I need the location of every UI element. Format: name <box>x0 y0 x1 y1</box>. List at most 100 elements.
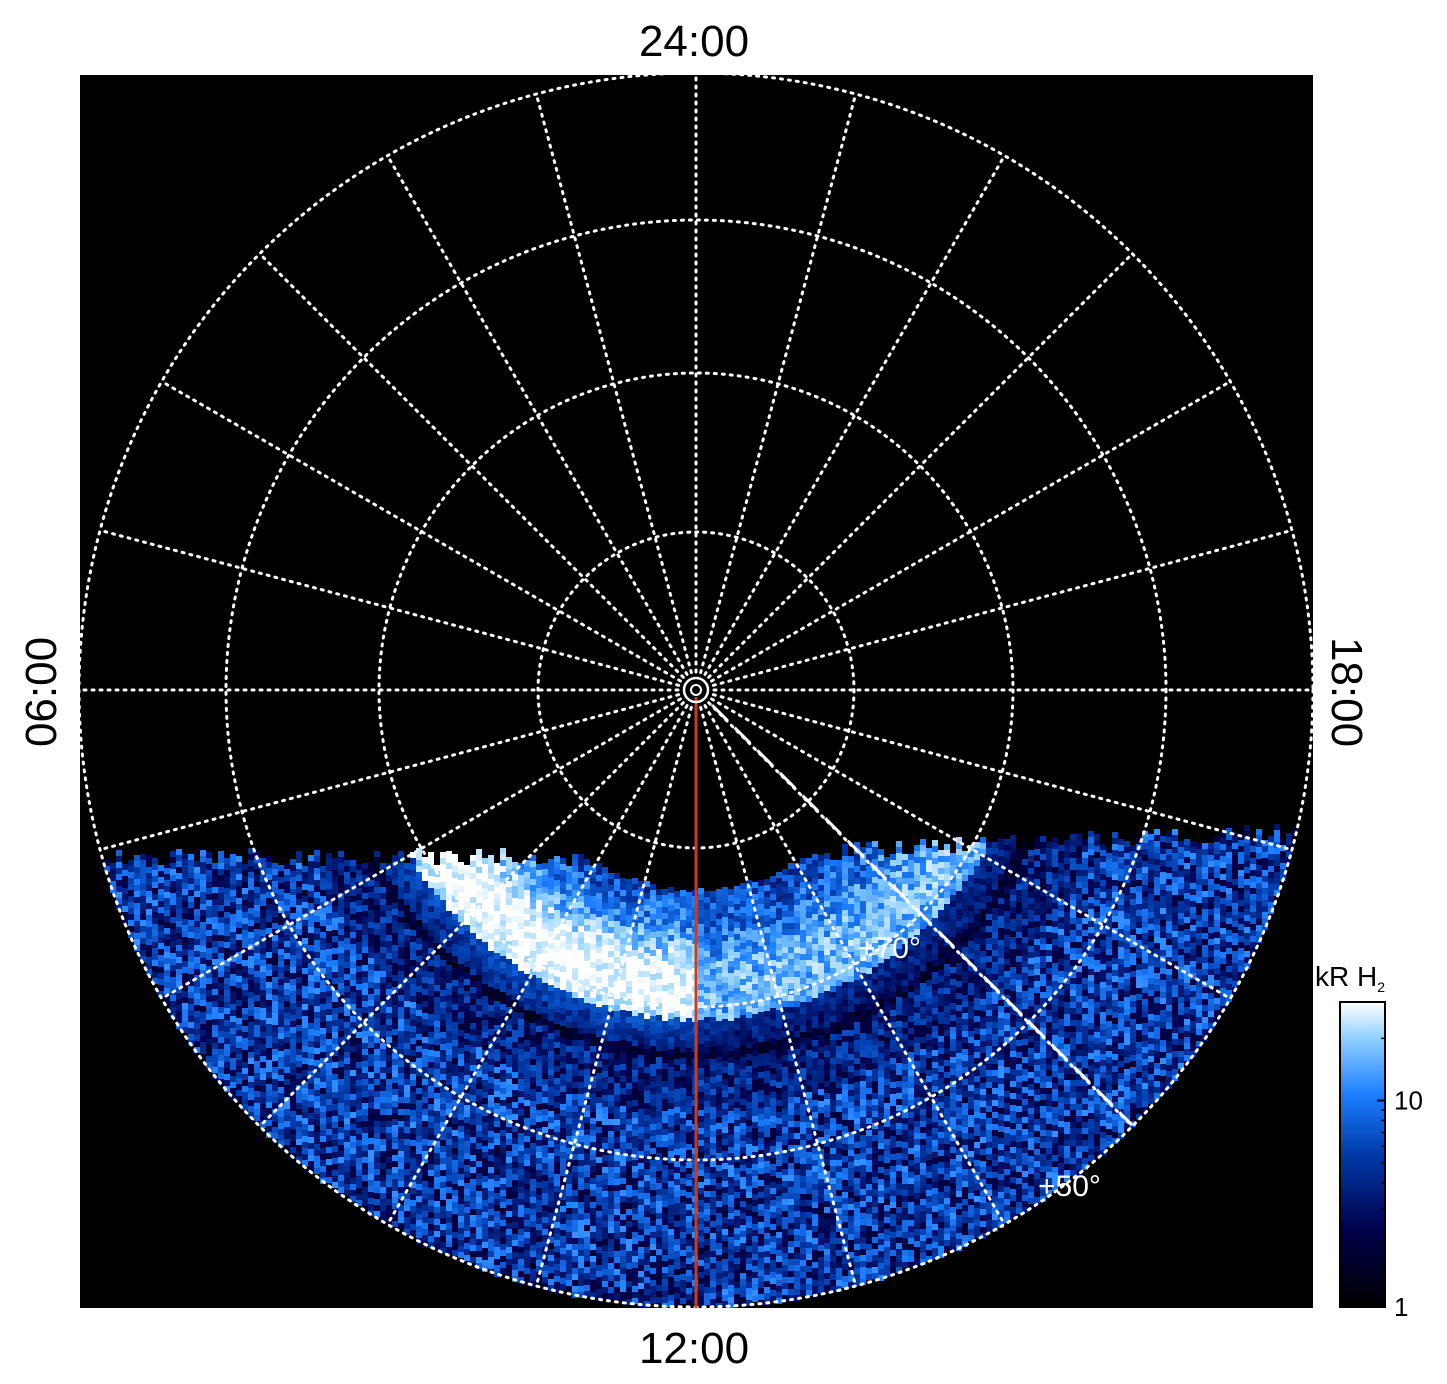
heatmap-cell <box>554 886 560 892</box>
heatmap-cell <box>248 1046 254 1052</box>
heatmap-cell <box>560 1242 566 1248</box>
heatmap-cell <box>392 981 398 987</box>
heatmap-cell <box>548 973 554 979</box>
heatmap-cell <box>200 886 206 892</box>
heatmap-cell <box>602 1203 608 1209</box>
heatmap-cell <box>446 881 452 887</box>
heatmap-cell <box>548 1147 554 1153</box>
heatmap-cell <box>368 880 374 886</box>
heatmap-cell <box>488 1029 494 1035</box>
heatmap-cell <box>596 869 602 875</box>
heatmap-cell <box>170 1007 176 1013</box>
heatmap-cell <box>230 1082 236 1088</box>
heatmap-cell <box>404 1025 410 1031</box>
heatmap-cell <box>362 953 368 959</box>
heatmap-cell <box>338 1175 344 1181</box>
heatmap-cell <box>434 955 440 961</box>
heatmap-cell <box>608 975 614 981</box>
heatmap-cell <box>266 1030 272 1036</box>
heatmap-cell <box>596 1061 602 1067</box>
heatmap-cell <box>416 962 422 968</box>
heatmap-cell <box>368 964 374 970</box>
heatmap-cell <box>470 1023 476 1029</box>
heatmap-cell <box>524 1076 530 1082</box>
heatmap-cell <box>602 975 608 981</box>
heatmap-cell <box>182 1021 188 1027</box>
heatmap-cell <box>536 936 542 942</box>
heatmap-cell <box>392 1089 398 1095</box>
heatmap-cell <box>152 918 158 924</box>
heatmap-cell <box>218 1013 224 1019</box>
heatmap-cell <box>254 1073 260 1079</box>
heatmap-cell <box>404 881 410 887</box>
heatmap-cell <box>578 914 584 920</box>
heatmap-cell <box>362 1001 368 1007</box>
heatmap-cell <box>530 1143 536 1149</box>
heatmap-cell <box>596 1181 602 1187</box>
heatmap-cell <box>596 1187 602 1193</box>
heatmap-cell <box>422 965 428 971</box>
heatmap-cell <box>578 902 584 908</box>
heatmap-cell <box>596 905 602 911</box>
heatmap-cell <box>236 1042 242 1048</box>
heatmap-cell <box>632 1238 638 1244</box>
heatmap-cell <box>380 1121 386 1127</box>
heatmap-cell <box>554 1126 560 1132</box>
heatmap-cell <box>476 915 482 921</box>
heatmap-cell <box>644 881 650 887</box>
heatmap-cell <box>344 1010 350 1016</box>
heatmap-cell <box>488 1047 494 1053</box>
heatmap-cell <box>170 977 176 983</box>
heatmap-cell <box>542 1205 548 1211</box>
heatmap-cell <box>524 884 530 890</box>
heatmap-cell <box>512 1234 518 1240</box>
heatmap-cell <box>290 997 296 1003</box>
heatmap-cell <box>620 1094 626 1100</box>
heatmap-cell <box>548 1063 554 1069</box>
heatmap-cell <box>164 910 170 916</box>
heatmap-cell <box>650 1106 656 1112</box>
heatmap-cell <box>608 903 614 909</box>
heatmap-cell <box>338 1049 344 1055</box>
heatmap-cell <box>500 1250 506 1256</box>
heatmap-cell <box>236 1018 242 1024</box>
heatmap-cell <box>314 1084 320 1090</box>
heatmap-cell <box>440 858 446 864</box>
heatmap-cell <box>656 1189 662 1195</box>
heatmap-cell <box>500 884 506 890</box>
heatmap-cell <box>350 914 356 920</box>
heatmap-cell <box>350 1046 356 1052</box>
heatmap-cell <box>314 958 320 964</box>
heatmap-cell <box>584 1177 590 1183</box>
heatmap-cell <box>542 1055 548 1061</box>
heatmap-cell <box>536 972 542 978</box>
heatmap-cell <box>626 885 632 891</box>
heatmap-cell <box>596 1091 602 1097</box>
heatmap-cell <box>464 979 470 985</box>
heatmap-cell <box>524 962 530 968</box>
heatmap-cell <box>626 909 632 915</box>
heatmap-cell <box>356 1116 362 1122</box>
heatmap-cell <box>344 1058 350 1064</box>
heatmap-cell <box>434 1003 440 1009</box>
heatmap-cell <box>608 897 614 903</box>
heatmap-cell <box>206 996 212 1002</box>
heatmap-cell <box>374 1037 380 1043</box>
heatmap-cell <box>602 1101 608 1107</box>
heatmap-cell <box>542 1133 548 1139</box>
heatmap-cell <box>422 1001 428 1007</box>
heatmap-cell <box>344 986 350 992</box>
heatmap-cell <box>488 945 494 951</box>
heatmap-cell <box>446 863 452 869</box>
heatmap-cell <box>206 954 212 960</box>
heatmap-cell <box>494 1007 500 1013</box>
heatmap-cell <box>314 922 320 928</box>
heatmap-cell <box>386 869 392 875</box>
heatmap-cell <box>164 940 170 946</box>
heatmap-cell <box>596 1229 602 1235</box>
heatmap-cell <box>470 1005 476 1011</box>
heatmap-cell <box>296 929 302 935</box>
heatmap-cell <box>554 976 560 982</box>
heatmap-cell <box>446 971 452 977</box>
heatmap-cell <box>338 1121 344 1127</box>
